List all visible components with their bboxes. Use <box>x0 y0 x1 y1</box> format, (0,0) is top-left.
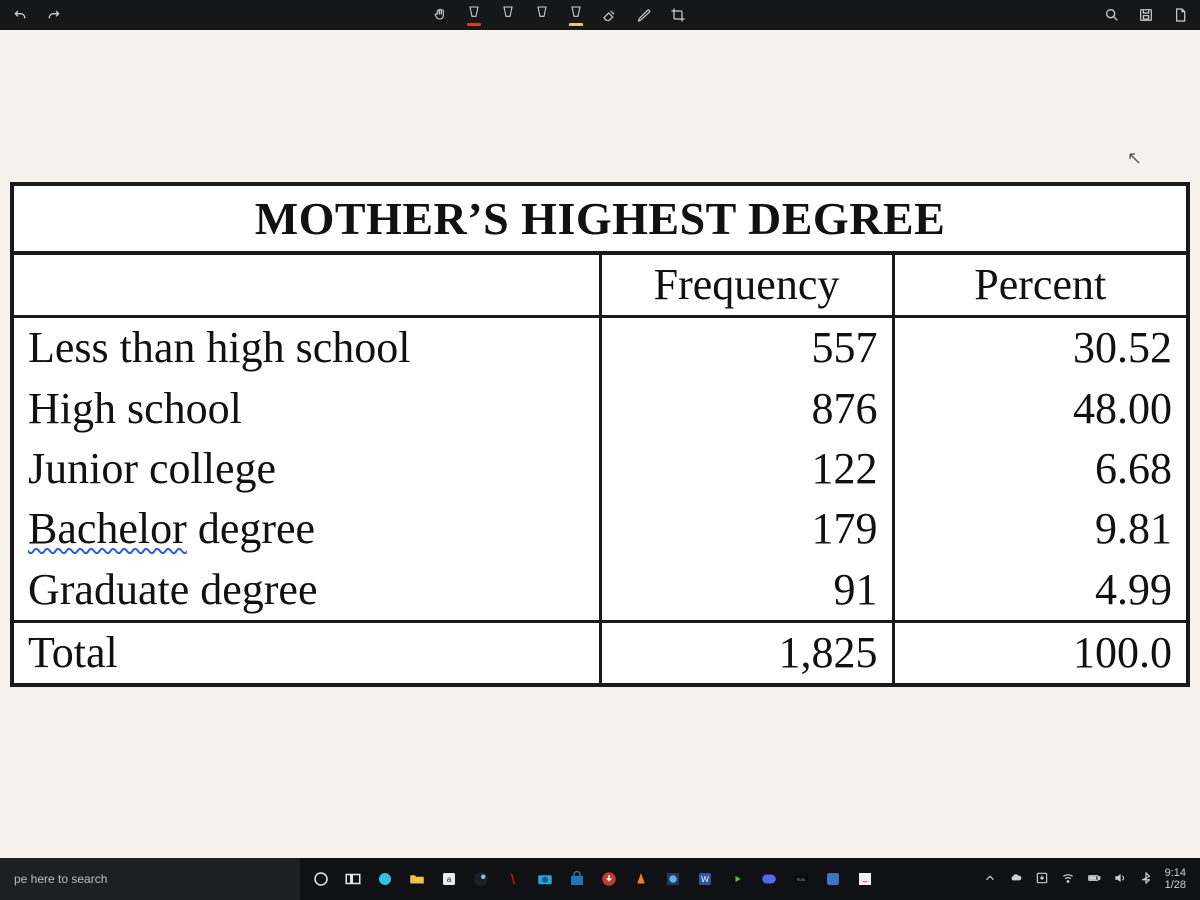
cell-frequency: 179 <box>600 499 893 559</box>
app-toolbar <box>0 0 1200 30</box>
table-row: Less than high school 557 30.52 <box>14 317 1186 379</box>
cell-label: High school <box>14 379 600 439</box>
cell-percent: 48.00 <box>893 379 1186 439</box>
camera-icon[interactable] <box>532 866 558 892</box>
table-title: MOTHER’S HIGHEST DEGREE <box>14 186 1186 255</box>
file-explorer-icon[interactable] <box>404 866 430 892</box>
save-icon[interactable] <box>1138 7 1154 23</box>
search-placeholder: pe here to search <box>14 872 107 886</box>
spellcheck-word: Bachelor <box>28 504 187 553</box>
undo-icon[interactable] <box>12 7 28 23</box>
table-row: Bachelor degree 179 9.81 <box>14 499 1186 559</box>
col-header-percent: Percent <box>893 255 1186 317</box>
svg-text:a: a <box>447 875 452 884</box>
crop-icon[interactable] <box>670 7 686 23</box>
paint3d-icon[interactable] <box>660 866 686 892</box>
discord-icon[interactable] <box>756 866 782 892</box>
amazon-icon[interactable]: a <box>436 866 462 892</box>
highlighter-icon[interactable] <box>500 5 516 26</box>
pen-icon[interactable] <box>636 7 652 23</box>
store-icon[interactable] <box>564 866 590 892</box>
cell-label: Graduate degree <box>14 560 600 622</box>
hand-tool-icon[interactable] <box>432 7 448 23</box>
cell-frequency: 1,825 <box>600 621 893 683</box>
eraser-icon[interactable] <box>602 7 618 23</box>
updates-icon[interactable] <box>1035 871 1049 888</box>
cell-label: Less than high school <box>14 317 600 379</box>
app-icon-generic[interactable] <box>820 866 846 892</box>
svg-text:hulu: hulu <box>797 877 806 882</box>
onedrive-icon[interactable] <box>1009 871 1023 888</box>
col-header-frequency: Frequency <box>600 255 893 317</box>
cell-percent: 4.99 <box>893 560 1186 622</box>
taskbar-search[interactable]: pe here to search <box>0 858 300 900</box>
download-icon[interactable] <box>596 866 622 892</box>
cell-label-rest: degree <box>198 504 315 553</box>
table-row: Graduate degree 91 4.99 <box>14 560 1186 622</box>
volume-icon[interactable] <box>1113 871 1127 888</box>
table-row: Junior college 122 6.68 <box>14 439 1186 499</box>
cell-label: Total <box>14 621 600 683</box>
data-table: MOTHER’S HIGHEST DEGREE Frequency Percen… <box>10 182 1190 687</box>
page-icon[interactable] <box>1172 7 1188 23</box>
media-player-icon[interactable] <box>724 866 750 892</box>
bluetooth-icon[interactable] <box>1139 871 1153 888</box>
windows-taskbar: pe here to search a W hulu 9:14 1/28 <box>0 858 1200 900</box>
cell-frequency: 91 <box>600 560 893 622</box>
wifi-icon[interactable] <box>1061 871 1075 888</box>
col-header-blank <box>14 255 600 317</box>
cell-label: Junior college <box>14 439 600 499</box>
java-icon[interactable] <box>852 866 878 892</box>
tray-chevron-icon[interactable] <box>983 871 997 888</box>
cell-frequency: 876 <box>600 379 893 439</box>
vlc-icon[interactable] <box>628 866 654 892</box>
cell-frequency: 122 <box>600 439 893 499</box>
cell-percent: 6.68 <box>893 439 1186 499</box>
document-canvas[interactable]: ↖ MOTHER’S HIGHEST DEGREE Frequency Perc… <box>0 30 1200 858</box>
highlighter-yellow-icon[interactable] <box>568 5 584 26</box>
table-header-row: Frequency Percent <box>14 255 1186 317</box>
cursor-icon: ↖ <box>1127 148 1142 169</box>
taskbar-clock[interactable]: 9:14 1/28 <box>1165 867 1192 891</box>
steam-icon[interactable] <box>468 866 494 892</box>
svg-text:W: W <box>701 875 709 884</box>
cell-percent: 30.52 <box>893 317 1186 379</box>
edge-icon[interactable] <box>372 866 398 892</box>
hulu-icon[interactable]: hulu <box>788 866 814 892</box>
clock-date: 1/28 <box>1165 879 1186 891</box>
cell-label: Bachelor degree <box>14 499 600 559</box>
highlighter-red-icon[interactable] <box>466 5 482 26</box>
table-total-row: Total 1,825 100.0 <box>14 621 1186 683</box>
cell-percent: 100.0 <box>893 621 1186 683</box>
cell-frequency: 557 <box>600 317 893 379</box>
cortana-icon[interactable] <box>308 866 334 892</box>
redo-icon[interactable] <box>46 7 62 23</box>
battery-icon[interactable] <box>1087 871 1101 888</box>
clock-time: 9:14 <box>1165 867 1186 879</box>
netflix-icon[interactable] <box>500 866 526 892</box>
table-row: High school 876 48.00 <box>14 379 1186 439</box>
table-body: Less than high school 557 30.52 High sch… <box>14 317 1186 683</box>
cell-percent: 9.81 <box>893 499 1186 559</box>
search-icon[interactable] <box>1104 7 1120 23</box>
highlighter-icon-2[interactable] <box>534 5 550 26</box>
task-view-icon[interactable] <box>340 866 366 892</box>
system-tray: 9:14 1/28 <box>975 867 1200 891</box>
word-icon[interactable]: W <box>692 866 718 892</box>
